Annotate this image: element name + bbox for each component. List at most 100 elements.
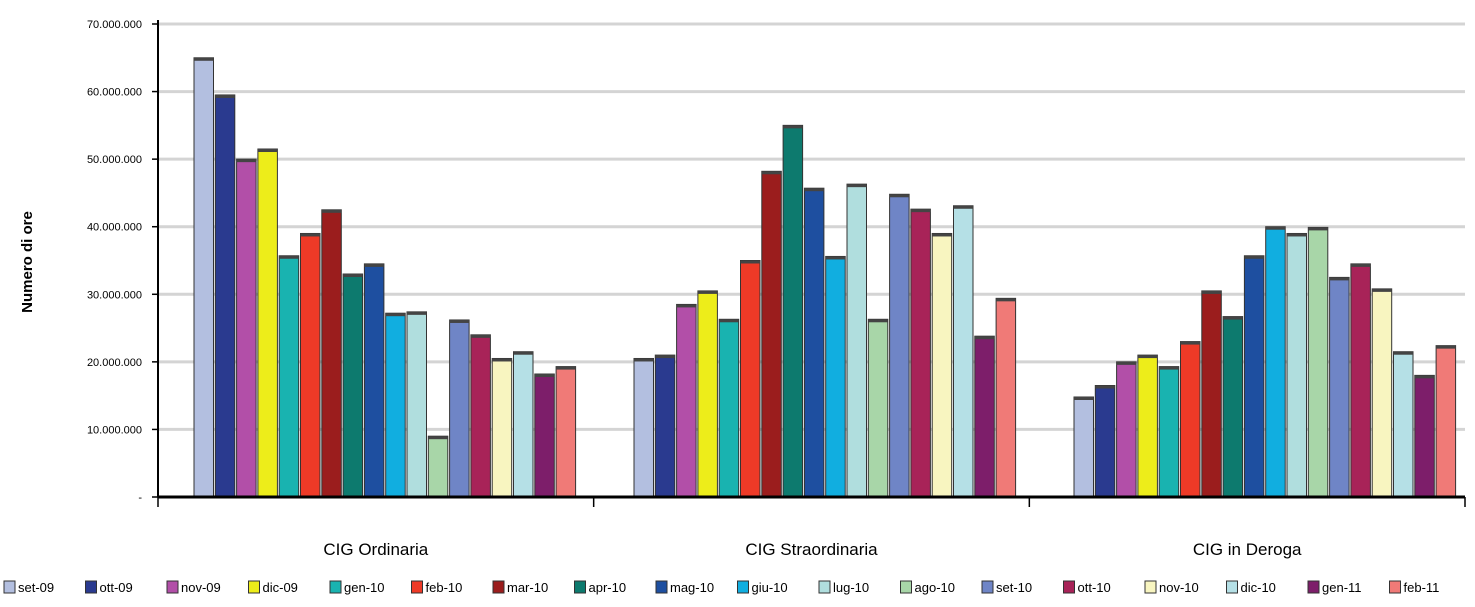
bar-ago-10-1 <box>427 435 449 498</box>
bar-cap <box>676 304 697 308</box>
legend-swatch <box>329 580 342 594</box>
bar-mar-10-2 <box>761 170 782 498</box>
bar-dic-09-3 <box>1137 354 1158 498</box>
legend-label: mar-10 <box>507 580 548 595</box>
legend-label: gen-11 <box>1322 580 1362 595</box>
y-tick-label: 70.000.000 <box>87 19 142 31</box>
y-tick-label: 30.000.000 <box>87 289 142 301</box>
bar-ott-10-2 <box>910 208 931 498</box>
y-tick-label: 50.000.000 <box>87 154 142 166</box>
bar-cap <box>556 366 576 370</box>
bar-cap <box>1074 396 1094 400</box>
axes <box>152 20 1466 507</box>
bar-giu-10-2 <box>825 255 846 498</box>
bar-cap <box>697 290 718 294</box>
legend-swatch <box>737 580 749 594</box>
bar-cap <box>655 355 675 359</box>
bar-cap <box>1329 277 1350 281</box>
legend-label: gen-10 <box>344 580 384 595</box>
legend-swatch <box>900 580 912 594</box>
bar-cap <box>1223 316 1243 320</box>
legend-swatch <box>411 580 423 594</box>
bar-cap <box>1180 341 1200 345</box>
y-tick-label: 10.000.000 <box>87 424 142 436</box>
bar-gen-11-3 <box>1414 374 1435 498</box>
y-tick-label: 60.000.000 <box>87 87 142 99</box>
y-tick-label: 20.000.000 <box>87 357 142 369</box>
bar-mag-10-3 <box>1243 255 1265 498</box>
bar-mag-10-2 <box>803 187 825 498</box>
bar-ott-10-1 <box>470 334 491 498</box>
bar-cap <box>910 209 931 213</box>
legend-swatch <box>1144 580 1157 594</box>
legend-label: set-09 <box>18 580 54 595</box>
bar-lug-10-3 <box>1286 232 1307 498</box>
bar-gen-11-1 <box>534 373 555 498</box>
bar-gen-10-2 <box>718 318 740 498</box>
bar-ott-10-3 <box>1350 263 1371 498</box>
bar-cap <box>1372 288 1392 292</box>
legend-item: ott-09 <box>85 580 133 595</box>
legend-item: nov-10 <box>1144 580 1199 595</box>
bar-cap <box>761 171 782 175</box>
legend-item: dic-10 <box>1226 580 1276 595</box>
bar-gen-10-3 <box>1158 366 1180 498</box>
bar-feb-10-2 <box>740 260 761 498</box>
y-axis-label: Numero di ore <box>19 211 36 313</box>
legend-item: giu-10 <box>737 580 788 595</box>
bar-cap <box>534 374 555 378</box>
legend-swatch <box>166 580 179 594</box>
bar-cap <box>996 298 1016 302</box>
legend-item: gen-11 <box>1307 580 1362 595</box>
legend: set-09 ott-09 nov-09 dic-09 gen-10 feb-10 mar-… <box>3 580 1440 595</box>
bars <box>193 57 1457 498</box>
bar-cap <box>825 256 846 260</box>
bar-ago-10-3 <box>1307 226 1329 498</box>
bar-cap <box>257 149 278 153</box>
legend-item: ago-10 <box>900 580 955 595</box>
category-label: CIG in Deroga <box>1193 540 1302 559</box>
bar-nov-09-3 <box>1116 361 1137 498</box>
bar-apr-10-3 <box>1222 316 1244 498</box>
bar-cap <box>407 311 427 315</box>
bar-lug-10-1 <box>406 311 427 498</box>
bar-nov-09-2 <box>676 303 697 498</box>
bar-dic-10-3 <box>1393 351 1414 498</box>
bar-gen-10-1 <box>278 255 300 498</box>
legend-item: feb-11 <box>1389 580 1440 595</box>
bar-cap <box>385 313 406 317</box>
bar-cap <box>1095 385 1115 389</box>
bar-nov-10-2 <box>931 232 953 498</box>
legend-item: apr-10 <box>574 580 626 595</box>
bar-gen-11-2 <box>974 335 995 498</box>
bar-mar-10-3 <box>1201 290 1222 498</box>
bar-cap <box>492 358 512 362</box>
legend-label: feb-11 <box>1404 580 1440 595</box>
legend-swatch <box>492 580 505 594</box>
bar-nov-09-1 <box>236 158 257 498</box>
bar-cap <box>868 319 888 323</box>
legend-item: mar-10 <box>492 580 548 595</box>
legend-label: dic-09 <box>263 580 298 595</box>
bar-set-09-1 <box>193 57 214 498</box>
bar-ott-09-3 <box>1094 385 1116 498</box>
bar-cap <box>1201 290 1222 294</box>
legend-swatch <box>1389 580 1401 594</box>
bar-cap <box>236 159 257 163</box>
legend-swatch <box>1307 580 1320 594</box>
bar-mag-10-1 <box>363 263 385 498</box>
y-tick-label: 40.000.000 <box>87 222 142 234</box>
bar-cap <box>1436 345 1456 349</box>
bar-feb-11-2 <box>995 297 1017 498</box>
bar-cap <box>783 125 803 129</box>
category-label: CIG Straordinaria <box>745 540 878 559</box>
bar-cap <box>513 351 533 355</box>
bar-lug-10-2 <box>846 183 867 498</box>
bar-feb-10-3 <box>1180 341 1201 498</box>
bar-cap <box>428 436 448 440</box>
legend-swatch <box>3 580 16 594</box>
bar-nov-10-1 <box>491 357 513 498</box>
bar-ago-10-2 <box>867 318 889 498</box>
legend-item: gen-10 <box>329 580 384 595</box>
